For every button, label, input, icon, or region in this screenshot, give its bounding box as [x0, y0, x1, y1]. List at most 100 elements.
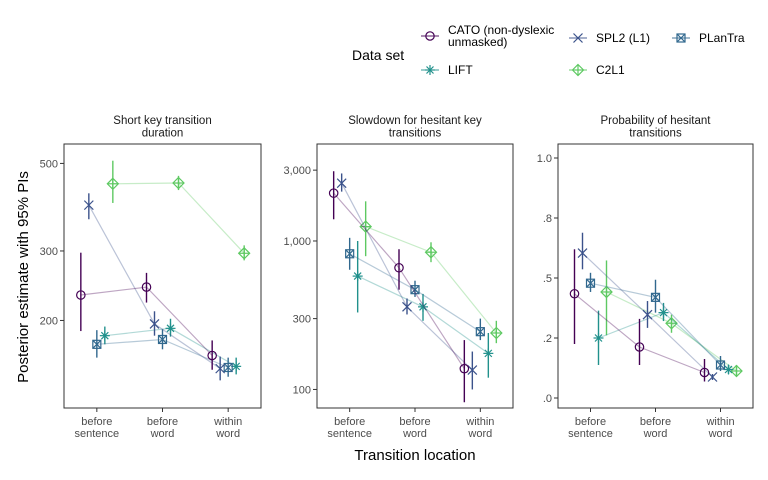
series-cato-non-dyslexic-unmasked	[328, 171, 470, 403]
data-point	[231, 361, 242, 372]
series-cato-non-dyslexic-unmasked	[569, 249, 710, 382]
data-point	[149, 318, 160, 329]
facet-title: Probability of hesitant transitions	[601, 115, 712, 140]
data-point	[650, 292, 661, 302]
series-lift	[99, 318, 242, 375]
data-point	[83, 200, 94, 211]
facet-title: Short key transition duration	[113, 115, 211, 140]
x-tick-label: within word	[465, 416, 494, 440]
y-tick-label: 3,000	[283, 165, 311, 177]
data-point	[424, 245, 438, 259]
legend-entry-plantra: PLanTra	[672, 31, 745, 45]
series-c2l1	[359, 201, 503, 344]
series-plantra	[345, 237, 485, 341]
legend-key-c2l1	[571, 63, 585, 77]
legend-entry-cato-non-dyslexic-unmasked: CATO (non-dyslexic unmasked)	[421, 23, 554, 49]
y-tick-label: 500	[40, 158, 58, 170]
data-point	[223, 362, 233, 373]
data-point	[467, 365, 478, 376]
legend-label: PLanTra	[699, 31, 745, 45]
facet-title: Slowdown for hesitant key transitions	[348, 115, 482, 140]
data-point	[475, 327, 485, 337]
data-point	[106, 177, 120, 191]
series-spl2-l1	[577, 232, 718, 382]
x-axis-title: Transition location	[354, 447, 475, 464]
series-spl2-l1	[83, 193, 226, 381]
y-tick-label: 300	[293, 314, 311, 326]
facet-3: Probability of hesitant transitions .0 .2 .5…	[537, 115, 754, 440]
series-line	[598, 311, 729, 370]
series-cato-non-dyslexic-unmasked	[76, 252, 217, 370]
legend-entry-lift: LIFT	[421, 63, 473, 77]
data-point	[699, 367, 710, 378]
legend-label: LIFT	[448, 63, 473, 77]
data-point	[658, 307, 669, 318]
data-point	[359, 220, 373, 233]
data-point	[352, 271, 363, 282]
y-axis-title: Posterior estimate with 95% PIs	[15, 171, 32, 383]
data-point	[593, 333, 604, 343]
series-plantra	[92, 329, 233, 377]
y-tick-label: 100	[293, 384, 311, 396]
data-point	[418, 301, 428, 312]
legend-label: SPL2 (L1)	[596, 31, 650, 45]
data-point	[207, 350, 217, 361]
series-lift	[352, 240, 494, 378]
legend-label: C2L1	[596, 63, 625, 77]
legend-entry-c2l1: C2L1	[569, 63, 625, 77]
data-point	[665, 316, 678, 330]
data-point	[459, 363, 470, 374]
data-point	[489, 326, 503, 340]
legend-key-plantra	[676, 33, 686, 43]
x-tick-label: before sentence	[568, 416, 613, 440]
data-point	[394, 262, 404, 273]
data-point	[76, 290, 86, 300]
x-tick-label: before sentence	[327, 416, 372, 440]
data-point	[215, 363, 226, 374]
data-point	[577, 248, 588, 259]
series-c2l1	[600, 260, 743, 378]
data-point	[569, 288, 580, 299]
legend-key-cato-non-dyslexic-unmasked	[425, 31, 435, 41]
data-point	[634, 342, 645, 352]
data-point	[585, 278, 596, 288]
facets: Short key transition duration 200 300 500 bef…	[40, 115, 754, 440]
data-point	[410, 285, 420, 295]
x-tick-label: within word	[705, 416, 734, 440]
y-tick-label: 1.0	[537, 153, 552, 165]
legend-key-lift	[425, 65, 435, 75]
data-point	[92, 339, 102, 349]
legend-entry-spl2-l1: SPL2 (L1)	[569, 31, 650, 45]
y-tick-label: .2	[543, 333, 552, 345]
data-point	[328, 188, 339, 198]
x-tick-label: before sentence	[75, 416, 120, 440]
y-tick-label: .0	[543, 393, 552, 405]
series-spl2-l1	[336, 173, 478, 390]
legend-label: CATO (non-dyslexic unmasked)	[448, 23, 554, 49]
y-tick-label: .5	[543, 273, 552, 285]
panel-border	[557, 143, 754, 409]
panel-border	[316, 143, 514, 409]
series-c2l1	[106, 160, 251, 261]
series-lift	[593, 302, 734, 375]
data-point	[237, 246, 251, 260]
series-plantra	[585, 272, 726, 371]
data-point	[336, 178, 347, 189]
y-tick-label: .8	[543, 213, 552, 225]
legend: Data set CATO (non-dyslexic unmasked) SPL2 …	[352, 23, 745, 77]
x-tick-label: before word	[147, 416, 178, 440]
facet-2: Slowdown for hesitant key transitions 100 3…	[283, 115, 514, 440]
x-tick-label: before word	[640, 416, 671, 440]
panel-border	[63, 143, 262, 409]
data-point	[600, 285, 613, 299]
y-tick-label: 1,000	[283, 236, 311, 248]
facet-1: Short key transition duration 200 300 500 bef…	[40, 115, 262, 440]
y-tick-label: 200	[40, 315, 58, 327]
x-tick-label: before word	[399, 416, 430, 440]
data-point	[165, 323, 176, 334]
data-point	[99, 330, 110, 341]
data-point	[172, 176, 185, 190]
data-point	[723, 364, 734, 375]
legend-title: Data set	[352, 47, 404, 63]
data-point	[141, 282, 152, 292]
